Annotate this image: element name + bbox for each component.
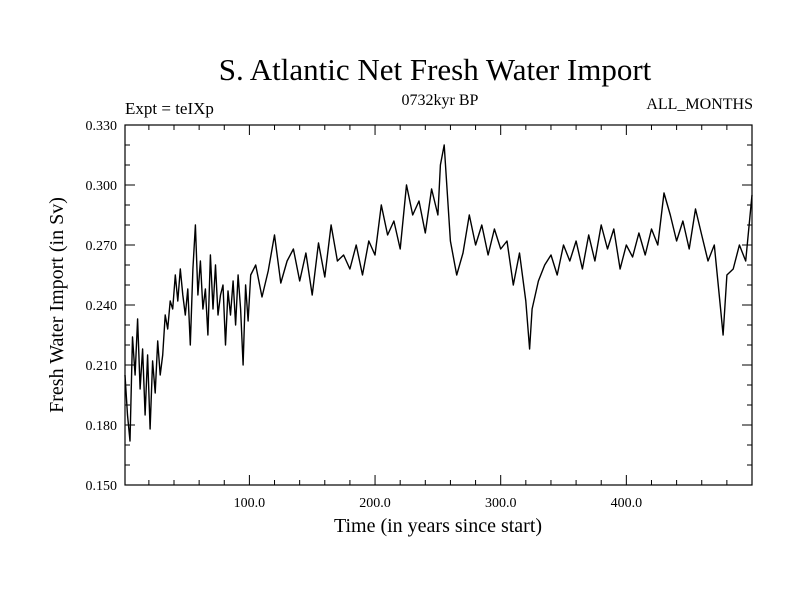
x-tick-label: 300.0 <box>485 496 517 511</box>
y-tick-label: 0.300 <box>86 179 118 194</box>
y-tick-label: 0.180 <box>86 419 118 434</box>
x-tick-label: 100.0 <box>234 496 266 511</box>
period-label: 0732kyr BP <box>401 92 479 109</box>
x-axis: 100.0 200.0 300.0 400.0 <box>148 125 728 511</box>
experiment-label: Expt = teIXp <box>125 99 214 118</box>
y-tick-label: 0.210 <box>86 359 118 374</box>
y-axis-label: Fresh Water Import (in Sv) <box>46 197 68 413</box>
y-tick-label: 0.150 <box>86 479 118 494</box>
x-tick-label: 200.0 <box>359 496 391 511</box>
x-axis-label: Time (in years since start) <box>334 515 542 537</box>
series-line <box>124 144 753 442</box>
y-tick-label: 0.270 <box>86 239 118 254</box>
y-tick-label: 0.330 <box>86 119 118 134</box>
y-tick-label: 0.240 <box>86 299 118 314</box>
chart-title: S. Atlantic Net Fresh Water Import <box>218 52 652 87</box>
x-tick-label: 400.0 <box>611 496 643 511</box>
months-label: ALL_MONTHS <box>646 96 753 113</box>
